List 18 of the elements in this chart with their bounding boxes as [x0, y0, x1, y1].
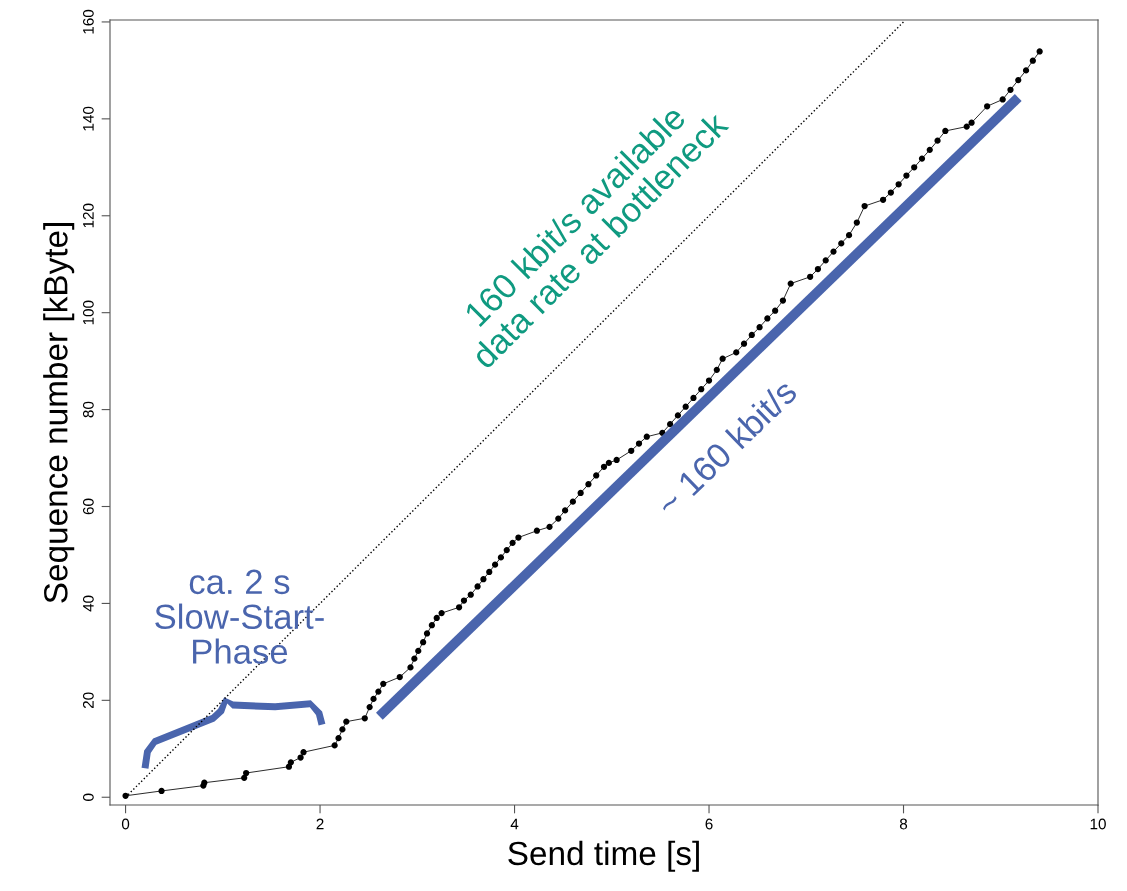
x-tick-label: 2: [316, 818, 324, 830]
x-tick-label: 8: [899, 818, 908, 830]
x-tick-label: 4: [510, 818, 519, 830]
y-tick-label: 120: [82, 203, 94, 228]
x-tick-label: 6: [705, 818, 713, 830]
x-tick-label: 0: [121, 818, 130, 830]
y-tick-label: 100: [82, 300, 94, 325]
y-tick-label: 160: [82, 9, 94, 34]
y-tick-label: 40: [82, 595, 94, 612]
x-axis-title: Send time [s]: [508, 840, 699, 872]
y-tick-label: 60: [82, 498, 94, 515]
y-axis-title: Sequence number [kByte]: [43, 223, 75, 603]
y-tick-label: 20: [82, 692, 94, 709]
y-tick-label: 140: [82, 106, 94, 131]
y-tick-label: 0: [82, 793, 94, 801]
annotation: ca. 2 s Slow-Start- Phase: [155, 569, 324, 664]
y-tick-label: 80: [82, 401, 94, 418]
x-tick-label: 10: [1090, 818, 1106, 830]
